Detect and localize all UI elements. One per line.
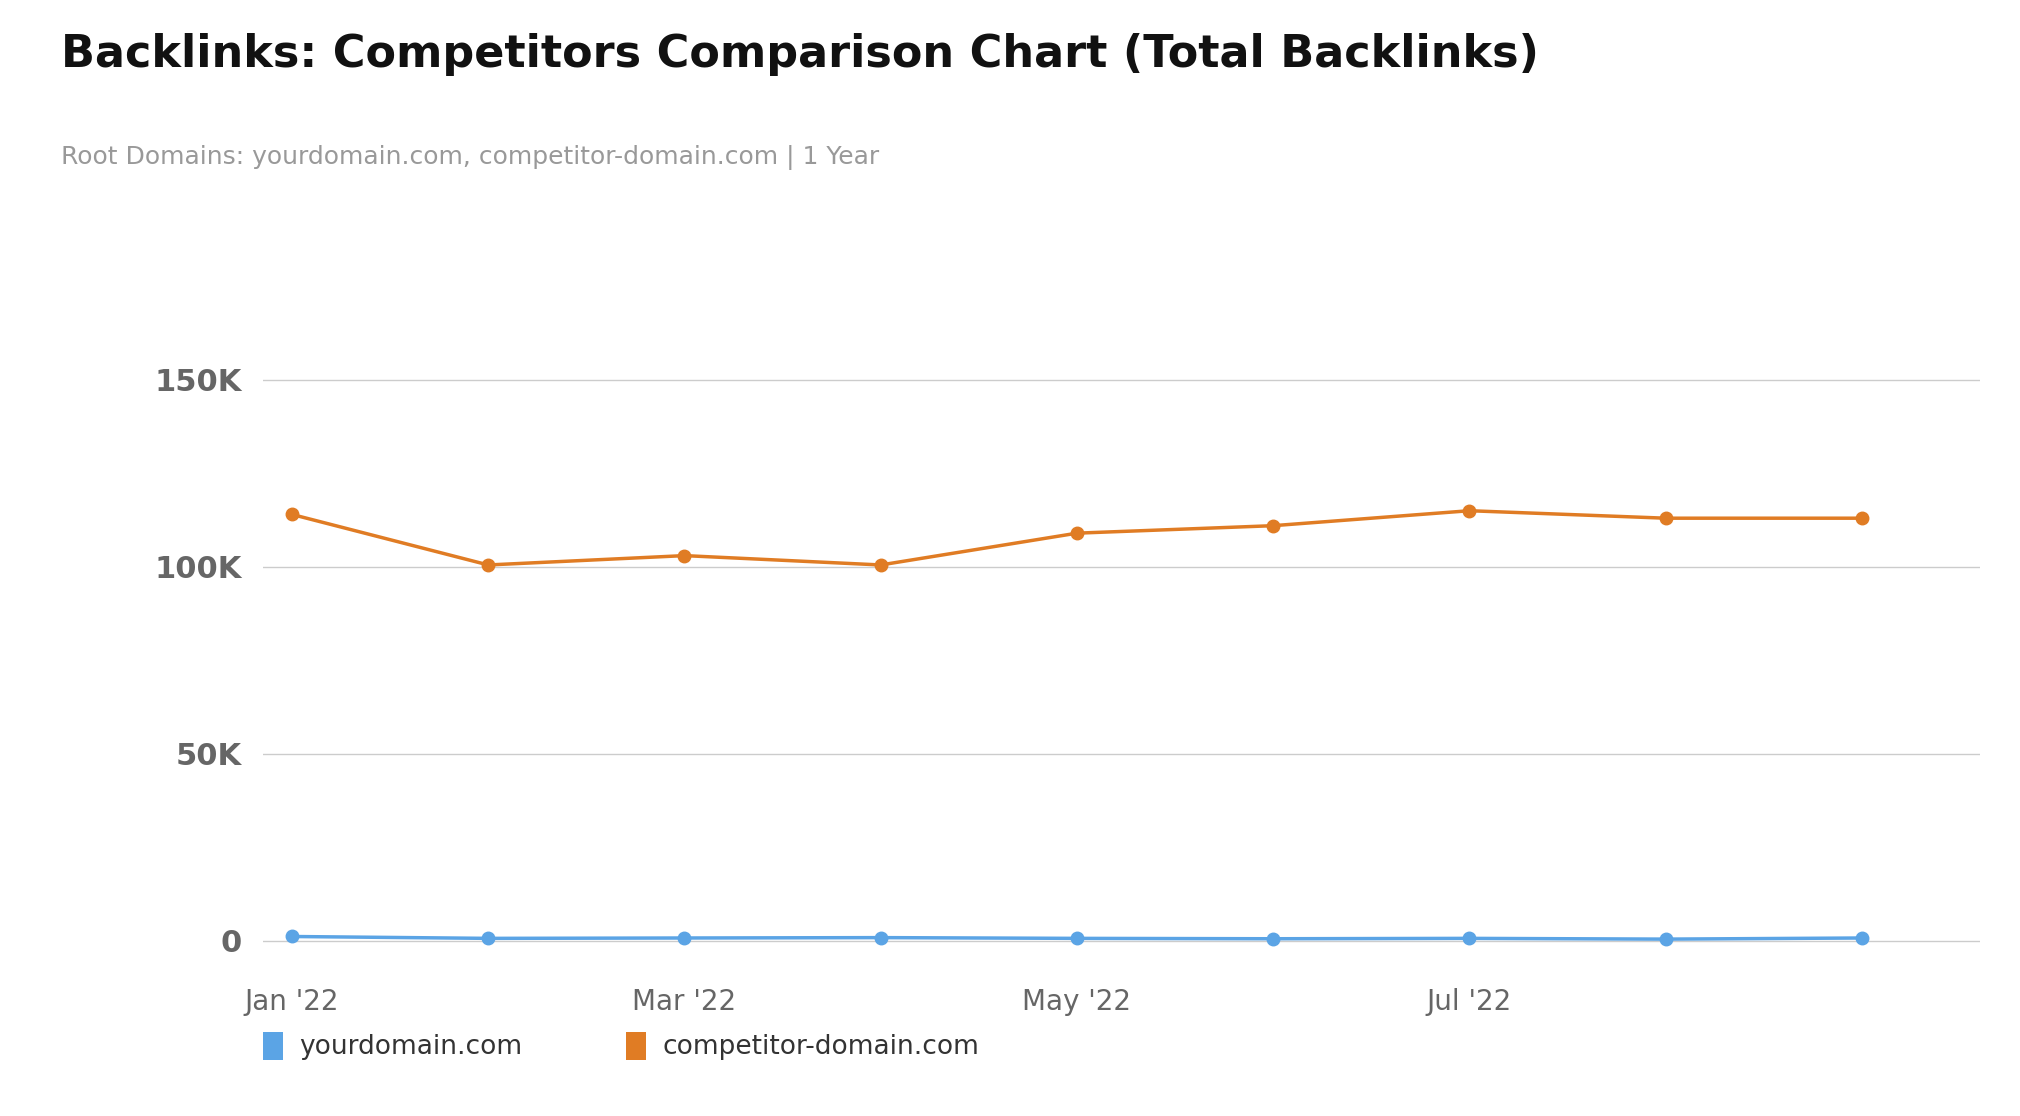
Text: yourdomain.com: yourdomain.com [299, 1033, 521, 1060]
Text: competitor-domain.com: competitor-domain.com [663, 1033, 980, 1060]
Text: Backlinks: Competitors Comparison Chart (Total Backlinks): Backlinks: Competitors Comparison Chart … [61, 33, 1539, 77]
Text: Root Domains: yourdomain.com, competitor-domain.com | 1 Year: Root Domains: yourdomain.com, competitor… [61, 145, 879, 170]
